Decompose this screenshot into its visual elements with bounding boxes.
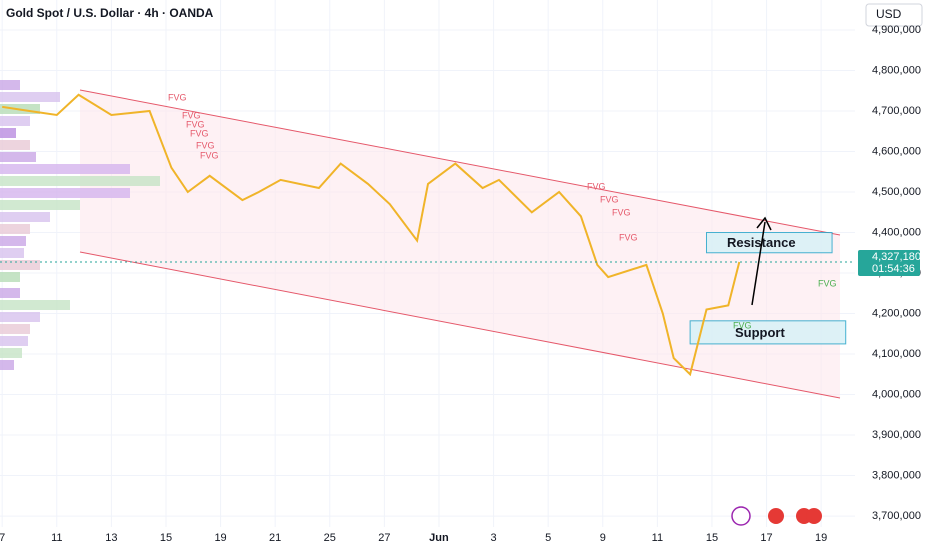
fvg-label: FVG <box>733 320 752 330</box>
zone <box>689 320 847 345</box>
y-tick-label: 4,400,000 <box>872 226 921 238</box>
profile-bar <box>0 140 30 150</box>
currency[interactable]: USD <box>876 7 902 21</box>
profile-bar <box>0 336 28 346</box>
x-tick-label: 11 <box>51 532 62 544</box>
profile-bar <box>0 224 30 234</box>
y-tick-label: 4,100,000 <box>872 348 921 360</box>
fvg-label: FVG <box>600 194 619 204</box>
time-axis <box>0 527 932 550</box>
profile-bar <box>0 236 26 246</box>
x-tick-label: 15 <box>706 532 718 544</box>
arrow-head <box>756 216 772 231</box>
currency-box[interactable] <box>865 3 923 27</box>
profile-bar <box>0 92 60 102</box>
fvg-label: FVG <box>186 119 205 129</box>
y-tick-label: 4,900,000 <box>872 24 921 36</box>
profile-bar <box>0 200 80 210</box>
y-tick-label: 4,500,000 <box>872 186 921 198</box>
profile-bar <box>0 80 20 90</box>
y-tick-label: 4,000,000 <box>872 388 921 400</box>
flag-icon[interactable] <box>768 508 784 524</box>
profile-bar <box>0 152 36 162</box>
event-icon[interactable] <box>731 506 751 526</box>
profile-bar <box>0 116 30 126</box>
countdown: 01:54:36 <box>872 263 915 275</box>
profile-bar <box>0 348 22 358</box>
x-tick-label: 7 <box>0 532 5 544</box>
profile-bar <box>0 260 40 270</box>
x-tick-label: 27 <box>378 532 390 544</box>
y-tick-label: 3,900,000 <box>872 429 921 441</box>
x-tick-label: 11 <box>652 532 663 544</box>
y-tick-label: 3,800,000 <box>872 469 921 481</box>
x-tick-label: 5 <box>545 532 551 544</box>
fvg-label: FVG <box>182 110 201 120</box>
zone <box>705 232 833 254</box>
fvg-label: FVG <box>190 128 209 138</box>
channel-lower <box>79 251 841 399</box>
channel-fill <box>80 90 840 398</box>
profile-bar <box>0 176 160 186</box>
x-tick-label: 15 <box>160 532 172 544</box>
x-tick-label: 25 <box>324 532 336 544</box>
y-tick-label: 4,800,000 <box>872 64 921 76</box>
volume-profile <box>0 80 160 370</box>
x-tick-label: 3 <box>491 532 497 544</box>
plot: ResistanceSupportFVGFVGFVGFVGFVGFVGFVGFV… <box>2 92 847 377</box>
y-tick-label: 3,700,000 <box>872 510 921 522</box>
fvg-label: FVG <box>587 181 606 191</box>
profile-bar <box>0 288 20 298</box>
fvg-label: FVG <box>200 150 219 160</box>
fvg-label: FVG <box>818 278 837 288</box>
x-tick-label: 19 <box>815 532 827 544</box>
channel-upper <box>79 89 841 236</box>
zone-label: Support <box>735 325 785 340</box>
profile-bar <box>0 324 30 334</box>
x-tick-label: 19 <box>214 532 226 544</box>
flag-icon[interactable] <box>806 508 822 524</box>
profile-bar <box>0 300 70 310</box>
profile-bar <box>0 164 130 174</box>
fvg-label: FVG <box>196 140 215 150</box>
x-tick-label: 13 <box>105 532 117 544</box>
profile-bar <box>0 188 130 198</box>
profile-bar <box>0 248 24 258</box>
profile-bar <box>0 212 50 222</box>
profile-bar <box>0 272 20 282</box>
fvg-label: FVG <box>619 232 638 242</box>
profile-bar <box>0 312 40 322</box>
last-price-label: 4,327,180 <box>872 251 921 263</box>
y-tick-label: 4,200,000 <box>872 307 921 319</box>
price-line <box>2 93 741 377</box>
last-price-box <box>858 250 920 277</box>
x-tick-label: 9 <box>600 532 606 544</box>
y-tick-label: 4,600,000 <box>872 145 921 157</box>
fvg-label: FVG <box>612 207 631 217</box>
y-tick-label: 4,700,000 <box>872 105 921 117</box>
x-tick-label: 21 <box>269 532 281 544</box>
x-tick-label: 17 <box>760 532 772 544</box>
x-tick-label: Jun <box>429 532 449 544</box>
fvg-label: FVG <box>168 92 187 102</box>
profile-bar <box>0 360 14 370</box>
profile-bar <box>0 128 16 138</box>
chart-title: Gold Spot / U.S. Dollar · 4h · OANDA <box>6 6 214 20</box>
arrow <box>751 221 766 306</box>
